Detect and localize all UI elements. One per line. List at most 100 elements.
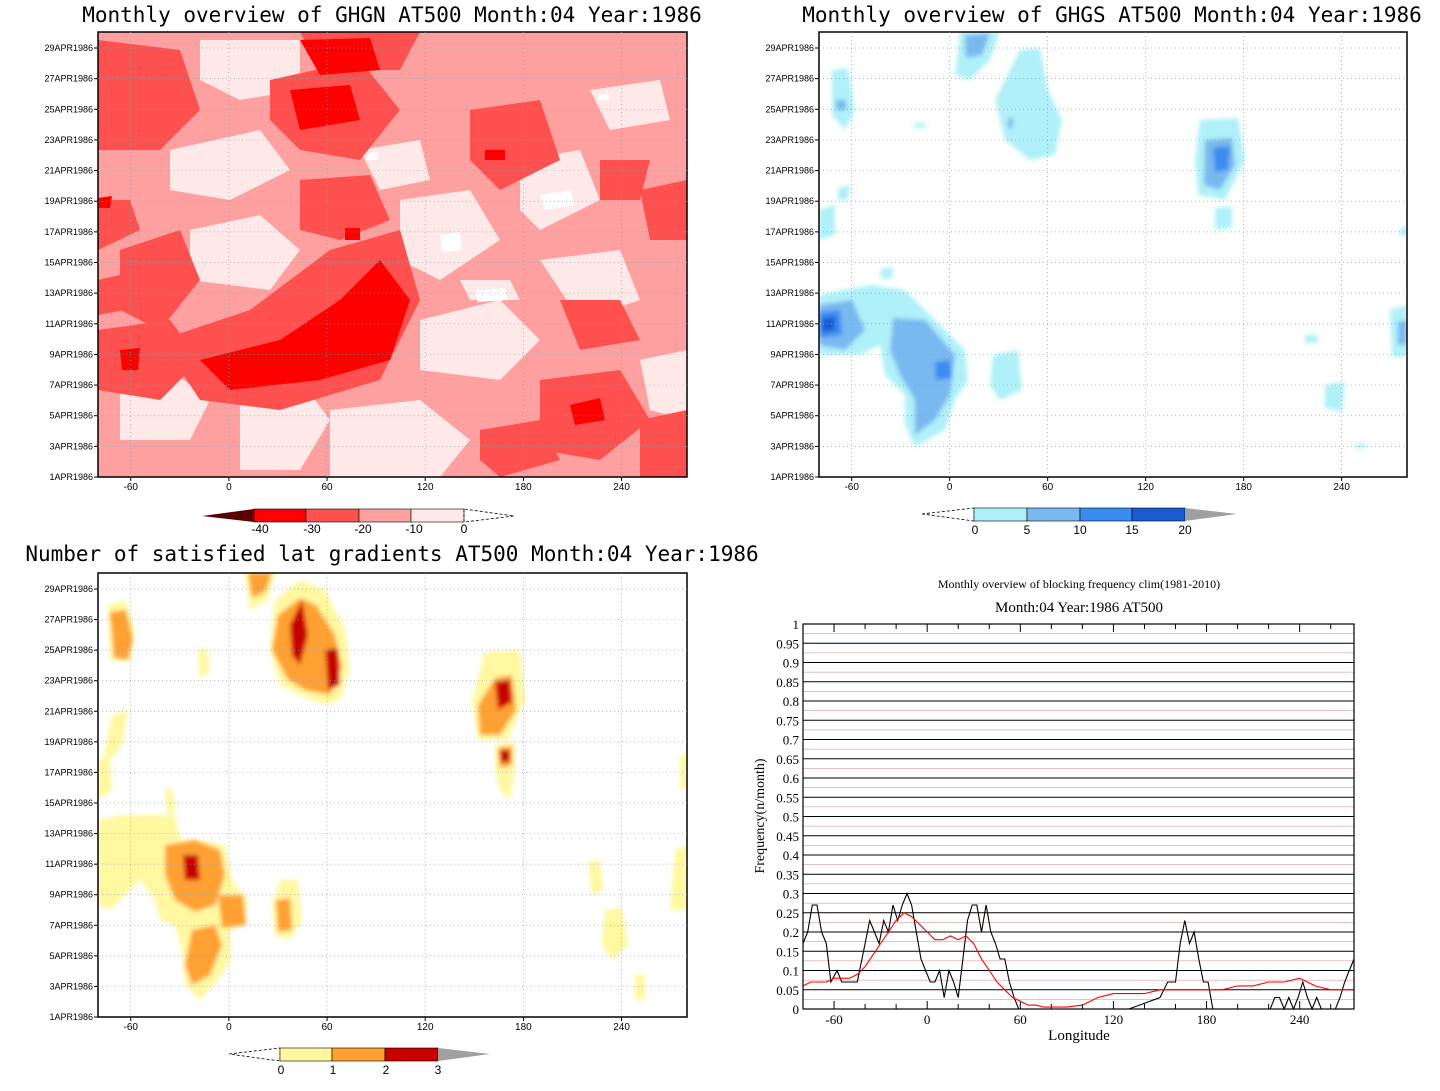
lat-grad-cb-1-2	[331, 1047, 386, 1062]
ghgs-cb-0-5	[973, 507, 1028, 522]
y-tick-label: 17APR1986	[44, 227, 93, 237]
y-tick-label: 11APR1986	[45, 859, 93, 869]
ghgn-cb-m10-0	[410, 508, 465, 523]
y-tick-label: 3APR1986	[770, 441, 814, 451]
ghgs-cb-15-20	[1131, 507, 1186, 522]
y-tick-label: 0.6	[783, 771, 800, 786]
y-tick-label: 13APR1986	[765, 288, 814, 298]
ghgn-y-ticks: 29APR1986 27APR1986 25APR1986 23APR1986 21AP…	[44, 43, 98, 482]
ghgn-cb-lt-m40	[202, 509, 254, 522]
lat-grad-cb-label: 0	[278, 1063, 285, 1077]
chart-series	[802, 892, 1355, 1011]
chart-subtitle: Month:04 Year:1986 AT500	[995, 600, 1163, 616]
x-tick-label: 120	[1137, 482, 1154, 493]
y-tick-label: 0	[793, 1002, 800, 1017]
y-tick-label: 0.45	[776, 829, 799, 844]
y-tick-label: 1APR1986	[49, 1012, 93, 1022]
y-tick-label: 0.7	[783, 733, 800, 748]
y-tick-label: 27APR1986	[44, 615, 93, 625]
x-tick-label: 120	[1104, 1012, 1124, 1027]
y-tick-label: 13APR1986	[44, 829, 93, 839]
x-tick-label: 60	[1042, 482, 1054, 493]
ghgs-colorbar: 0 5 10 15 20	[921, 507, 1237, 537]
ghgs-cb-label: 10	[1073, 523, 1087, 537]
lat-grad-cb-0-1	[279, 1047, 333, 1062]
chart-xlabel: Longitude	[1048, 1028, 1110, 1044]
x-tick-label: 180	[515, 482, 532, 493]
ghgs-cb-10-15	[1079, 507, 1133, 522]
ghgs-cb-label: 15	[1125, 523, 1139, 537]
y-tick-label: 0.4	[783, 848, 800, 863]
chart-title: Monthly overview of blocking frequency c…	[938, 577, 1220, 591]
ghgs-cb-gt20	[1185, 508, 1237, 521]
y-tick-label: 0.25	[776, 906, 799, 921]
lat-grad-cb-gt3	[438, 1048, 490, 1061]
x-tick-label: -60	[123, 482, 138, 493]
y-tick-label: 29APR1986	[44, 584, 93, 594]
x-tick-label: 0	[947, 482, 953, 493]
ghgn-cb-label: -10	[405, 522, 423, 536]
y-tick-label: 3APR1986	[49, 441, 93, 451]
ghgs-cb-5-10	[1026, 507, 1081, 522]
ghgs-panel: Monthly overview of GHGS AT500 Month:04 …	[765, 3, 1421, 537]
ghgn-x-ticks: -60 0 60 120 180 240	[123, 477, 630, 493]
y-tick-label: 0.5	[783, 810, 799, 825]
y-tick-label: 19APR1986	[765, 196, 814, 206]
y-tick-label: 29APR1986	[44, 43, 93, 53]
y-tick-label: 17APR1986	[44, 767, 93, 777]
y-tick-label: 29APR1986	[765, 43, 814, 53]
ghgn-cb-label: -20	[354, 522, 372, 536]
ghgs-title: Monthly overview of GHGS AT500 Month:04 …	[802, 3, 1422, 27]
ghgn-cb-m40-m30	[253, 508, 307, 523]
y-tick-label: 13APR1986	[44, 288, 93, 298]
ghgn-frame	[97, 31, 688, 478]
y-tick-label: 25APR1986	[765, 104, 814, 114]
ghgn-cb-gt0	[463, 508, 515, 523]
ghgn-panel: Monthly overview of GHGN AT500 Month:04 …	[44, 3, 701, 536]
lat-grad-fill-0-1	[98, 573, 687, 1000]
y-tick-label: 25APR1986	[44, 645, 93, 655]
ghgn-cb-label: -40	[251, 522, 269, 536]
y-tick-label: 9APR1986	[49, 349, 93, 359]
chart-axis-ticks: 0 0.05 0.1 0.15 0.2 0.25 0.3 0.35 0.4 0.45 0.5 0.55…	[776, 617, 1332, 1027]
y-tick-label: 19APR1986	[44, 196, 93, 206]
y-tick-label: 0.85	[776, 675, 799, 690]
x-tick-label: 120	[417, 482, 434, 493]
y-tick-label: 1APR1986	[770, 472, 814, 482]
y-tick-label: 25APR1986	[44, 104, 93, 114]
y-tick-label: 0.15	[776, 944, 799, 959]
y-tick-label: 0.75	[776, 713, 799, 728]
y-tick-label: 9APR1986	[49, 890, 93, 900]
x-tick-label: 240	[1290, 1012, 1310, 1027]
ghgs-cb-lt0	[921, 507, 975, 522]
lat-grad-frame	[97, 572, 688, 1018]
blocking-frequency-chart: Monthly overview of blocking frequency c…	[753, 577, 1355, 1044]
ghgs-cb-label: 20	[1178, 523, 1192, 537]
y-tick-label: 21APR1986	[44, 706, 93, 716]
y-tick-label: 15APR1986	[44, 258, 93, 268]
x-tick-label: -60	[825, 1012, 842, 1027]
y-tick-label: 7APR1986	[49, 920, 93, 930]
y-tick-label: 0.9	[783, 656, 799, 671]
y-tick-label: 0.1	[783, 964, 799, 979]
x-tick-label: 0	[226, 482, 232, 493]
y-tick-label: 0.95	[776, 636, 799, 651]
x-tick-label: -60	[123, 1022, 138, 1033]
lat-grad-cb-label: 3	[435, 1063, 442, 1077]
lat-grad-cb-2-3	[384, 1047, 439, 1062]
ghgn-fill-m30-m20	[98, 32, 687, 477]
y-tick-label: 23APR1986	[765, 135, 814, 145]
y-tick-label: 5APR1986	[49, 411, 93, 421]
y-tick-label: 11APR1986	[45, 319, 93, 329]
series-line-1	[802, 892, 1355, 1011]
y-tick-label: 0.65	[776, 752, 799, 767]
y-tick-label: 27APR1986	[44, 74, 93, 84]
ghgn-cb-m20-m10	[358, 508, 412, 523]
y-tick-label: 0.2	[783, 925, 799, 940]
ghgs-y-ticks: 29APR1986 27APR1986 25APR1986 23APR1986 21AP…	[765, 43, 819, 482]
y-tick-label: 5APR1986	[770, 411, 814, 421]
x-tick-label: 60	[321, 482, 333, 493]
y-tick-label: 3APR1986	[49, 981, 93, 991]
lat-grad-fill-1-2	[110, 573, 516, 985]
